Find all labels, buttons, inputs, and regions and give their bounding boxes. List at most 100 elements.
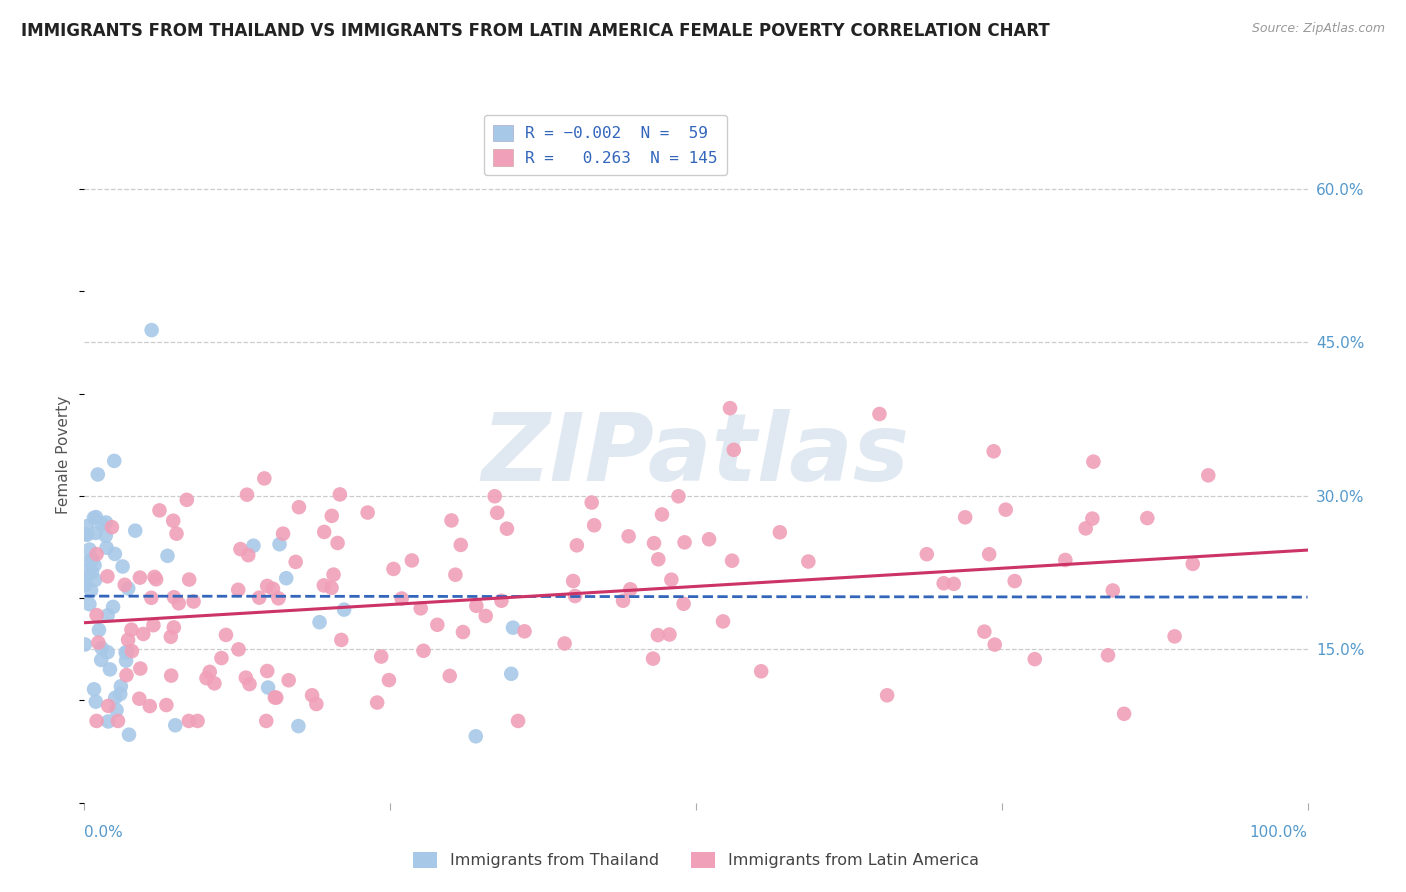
Point: [254, 714, 277, 728]
Point: [412, 644, 434, 658]
Point: [83, 511, 105, 525]
Point: [86, 547, 108, 561]
Point: [426, 617, 449, 632]
Point: [87, 467, 110, 482]
Point: [401, 553, 423, 567]
Point: [128, 571, 150, 585]
Point: [79, 542, 101, 557]
Point: [617, 529, 640, 543]
Point: [110, 687, 132, 701]
Point: [1114, 706, 1136, 721]
Point: [718, 401, 741, 416]
Point: [129, 661, 152, 675]
Point: [73, 527, 96, 541]
Point: [474, 609, 496, 624]
Point: [288, 500, 311, 515]
Point: [271, 526, 294, 541]
Point: [284, 555, 307, 569]
Point: [211, 651, 233, 665]
Point: [496, 522, 519, 536]
Point: [238, 677, 260, 691]
Point: [163, 620, 186, 634]
Point: [439, 669, 461, 683]
Point: [262, 582, 284, 596]
Point: [94, 529, 117, 543]
Point: [672, 597, 695, 611]
Point: [73, 638, 96, 652]
Point: [115, 645, 138, 659]
Point: [155, 698, 177, 712]
Point: [167, 596, 190, 610]
Point: [1024, 652, 1046, 666]
Point: [165, 718, 187, 732]
Point: [97, 645, 120, 659]
Point: [721, 554, 744, 568]
Point: [513, 624, 536, 639]
Point: [647, 628, 669, 642]
Y-axis label: Female Poverty: Female Poverty: [56, 396, 72, 514]
Point: [276, 571, 298, 585]
Point: [491, 593, 513, 607]
Point: [1101, 583, 1123, 598]
Point: [983, 444, 1005, 458]
Point: [257, 681, 280, 695]
Point: [953, 510, 976, 524]
Point: [647, 552, 669, 566]
Point: [370, 649, 392, 664]
Point: [565, 538, 588, 552]
Point: [942, 577, 965, 591]
Point: [177, 714, 200, 728]
Point: [117, 632, 139, 647]
Point: [356, 506, 378, 520]
Point: [84, 525, 107, 540]
Point: [79, 597, 101, 611]
Point: [128, 691, 150, 706]
Point: [104, 690, 127, 705]
Text: 0.0%: 0.0%: [84, 825, 124, 840]
Point: [287, 719, 309, 733]
Point: [118, 728, 141, 742]
Point: [235, 671, 257, 685]
Point: [915, 547, 938, 561]
Point: [697, 533, 720, 547]
Point: [321, 581, 343, 595]
Point: [101, 520, 124, 534]
Point: [87, 623, 110, 637]
Point: [247, 591, 270, 605]
Point: [264, 690, 287, 705]
Point: [564, 589, 586, 603]
Point: [166, 526, 188, 541]
Point: [101, 599, 124, 614]
Point: [96, 569, 118, 583]
Point: [202, 676, 225, 690]
Point: [723, 442, 745, 457]
Point: [84, 573, 107, 587]
Point: [141, 591, 163, 605]
Point: [76, 519, 98, 533]
Point: [641, 651, 664, 665]
Point: [80, 552, 103, 566]
Point: [77, 554, 100, 568]
Point: [486, 506, 509, 520]
Point: [409, 601, 432, 615]
Point: [305, 697, 328, 711]
Text: ZIPatlas: ZIPatlas: [482, 409, 910, 501]
Point: [581, 495, 603, 509]
Point: [183, 594, 205, 608]
Point: [269, 537, 291, 551]
Point: [97, 714, 120, 729]
Point: [86, 714, 108, 728]
Point: [94, 516, 117, 530]
Point: [242, 539, 264, 553]
Point: [115, 654, 138, 668]
Point: [984, 638, 1007, 652]
Point: [502, 621, 524, 635]
Point: [876, 688, 898, 702]
Point: [1197, 468, 1219, 483]
Point: [1083, 455, 1105, 469]
Point: [322, 567, 344, 582]
Point: [366, 696, 388, 710]
Point: [115, 668, 138, 682]
Point: [111, 559, 134, 574]
Point: [330, 632, 353, 647]
